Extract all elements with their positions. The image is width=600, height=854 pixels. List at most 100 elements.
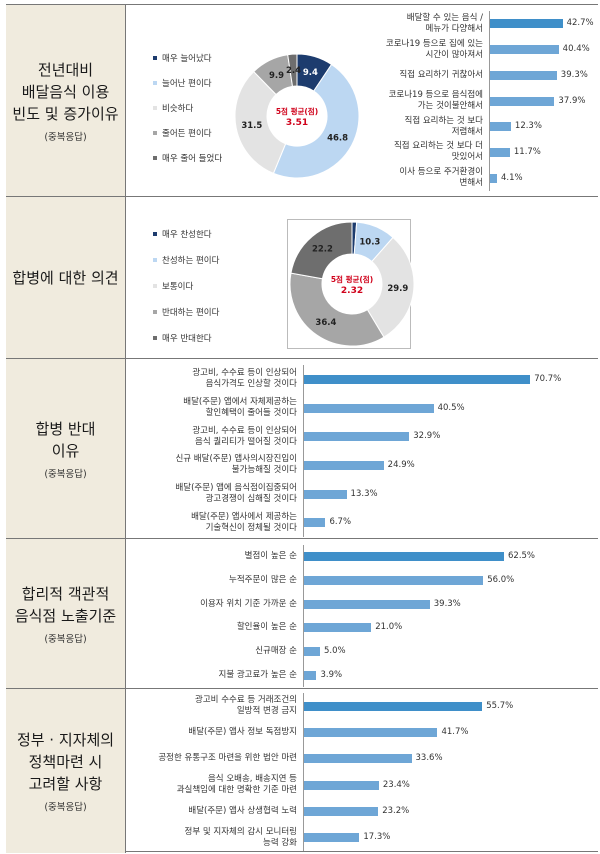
pie-slice	[290, 221, 353, 280]
bar-category-label: 코로나19 등으로 집에 있는 시간이 많아져서	[385, 38, 483, 60]
section-merger-opposition-reasons: 합병 반대 이유 (중복응답) 광고비, 수수료 등이 인상되어 음식가격도 인…	[6, 359, 598, 539]
bar-category-label: 직접 요리하는 것 보다 더 맛있어서	[393, 141, 483, 163]
bar-value-label: 70.7%	[534, 373, 562, 384]
pie-slice	[289, 272, 385, 347]
bar-category-label: 할인율이 높은 순	[236, 622, 297, 633]
bar-value-label: 3.9%	[320, 669, 343, 680]
bar-category-label: 음식 오배송, 배송지연 등 과실책임에 대한 명확한 기준 마련	[176, 774, 297, 796]
bar-category-label: 배달(주문) 앱에서 자체제공하는 할인혜택이 줄어들 것이다	[183, 397, 297, 418]
bar-axis	[303, 365, 304, 537]
legend-item: 매우 늘어났다	[153, 45, 222, 70]
section-exposure-criteria: 합리적 객관적 음식점 노출기준 (중복응답) 별점이 높은 순 62.5% 누적주…	[6, 539, 598, 689]
bar-value-label: 40.5%	[437, 402, 465, 413]
slice-value-label: 22.2	[312, 245, 333, 255]
legend-swatch	[153, 232, 157, 236]
bar	[490, 96, 555, 106]
bar-chart: 배달할 수 있는 음식 / 메뉴가 다양해서 42.7% 코로나19 등으로 집에 …	[359, 11, 597, 191]
section-content: 광고비, 수수료 등이 인상되어 음식가격도 인상할 것이다 70.7% 배달(주문…	[127, 359, 598, 538]
bar-value-label: 21.0%	[375, 622, 403, 633]
bar-value-label: 39.3%	[433, 598, 461, 609]
legend-label: 줄어든 편이다	[162, 128, 212, 139]
pie-legend: 매우 늘어났다 늘어난 편이다 비슷하다 줄어든 편이다 매우 줄어 들었다	[153, 45, 222, 170]
bar	[304, 701, 483, 711]
section-label: 전년대비 배달음식 이용 빈도 및 증가이유 (중복응답)	[6, 5, 126, 196]
pie-slice	[366, 236, 415, 338]
pie-slice	[272, 63, 360, 179]
section-content: 별점이 높은 순 62.5% 누적주문이 많은 순 56.0% 이용자 위치 기준 가까…	[127, 539, 598, 688]
legend-item: 보통이다	[153, 273, 219, 299]
bar-value-label: 5.0%	[324, 646, 346, 656]
bar-category-label: 이사 등으로 주거환경이 변해서	[399, 167, 483, 189]
bar-value-label: 11.7%	[513, 146, 541, 157]
section-content: 광고비 수수료 등 거래조건의 일방적 변경 금지 55.7% 배달(주문) 앱사 …	[127, 689, 598, 853]
section-content: 매우 늘어났다 늘어난 편이다 비슷하다 줄어든 편이다 매우 줄어 들었다 9.4 46…	[127, 5, 598, 196]
bar-category-label: 광고비, 수수료 등이 인상되어 음식 퀄리티가 떨어질 것이다	[192, 425, 297, 447]
center-average-value: 3.51	[286, 118, 308, 128]
bar	[490, 45, 559, 55]
bar-value-label: 41.7%	[441, 727, 469, 737]
section-subtitle: (중복응답)	[44, 802, 87, 813]
legend-item: 찬성하는 편이다	[153, 247, 219, 273]
legend-label: 매우 찬성한다	[162, 230, 212, 240]
slice-value-label: 10.3	[359, 238, 380, 248]
bar-value-label: 40.4%	[562, 44, 590, 55]
bar	[304, 807, 379, 816]
bar-category-label: 코로나19 등으로 음식점에 가는 것이불안해서	[388, 90, 483, 111]
legend-label: 보통이다	[162, 282, 194, 292]
legend-item: 반대하는 편이다	[153, 299, 219, 325]
bar-chart: 별점이 높은 순 62.5% 누적주문이 많은 순 56.0% 이용자 위치 기준 가까…	[127, 545, 593, 687]
bar	[304, 552, 504, 562]
center-caption: 5점 평균(점)	[276, 106, 318, 116]
bar	[490, 19, 563, 29]
bar-value-label: 33.6%	[415, 753, 443, 764]
section-label: 정부 · 지자체의 정책마련 시 고려할 사항 (중복응답)	[6, 689, 126, 853]
bar-value-label: 23.4%	[382, 779, 410, 790]
bar-value-label: 17.3%	[363, 832, 391, 843]
legend-label: 매우 반대한다	[162, 334, 212, 344]
bar	[304, 518, 326, 528]
bar-value-label: 24.9%	[387, 459, 415, 470]
bar	[490, 147, 510, 157]
bar	[304, 833, 360, 843]
bar-axis	[489, 11, 490, 191]
bar	[490, 122, 511, 132]
donut-chart: 10.3 29.9 36.4 22.2 5점 평균(점) 2.32	[289, 221, 415, 347]
legend-label: 매우 늘어났다	[162, 53, 212, 64]
bar-value-label: 23.2%	[382, 806, 410, 816]
bar-category-label: 배달(주문) 앱사 상생협력 노력	[188, 806, 297, 816]
center-average-value: 2.32	[341, 286, 363, 296]
bar-category-label: 배달(주문) 앱사에서 제공하는 기술혁신이 정체될 것이다	[191, 511, 297, 533]
bar-chart: 광고비 수수료 등 거래조건의 일방적 변경 금지 55.7% 배달(주문) 앱사 …	[127, 693, 593, 851]
bar	[304, 599, 430, 609]
section-merger-opinion: 합병에 대한 의견 매우 찬성한다 찬성하는 편이다 보통이다 반대하는 편이다 매우 …	[6, 197, 598, 359]
bar-value-label: 6.7%	[329, 517, 352, 528]
slice-value-label: 29.9	[387, 284, 408, 294]
legend-label: 매우 줄어 들었다	[162, 153, 223, 164]
bar-value-label: 13.3%	[350, 488, 378, 499]
section-label: 합리적 객관적 음식점 노출기준 (중복응답)	[6, 539, 126, 688]
legend-item: 매우 찬성한다	[153, 221, 219, 247]
pie-slice	[234, 70, 287, 175]
bar-value-label: 12.3%	[514, 121, 542, 132]
bar-category-label: 신규 배달(주문) 앱사의시장진입이 불가능해질 것이다	[175, 454, 297, 476]
section-policy-considerations: 정부 · 지자체의 정책마련 시 고려할 사항 (중복응답) 광고비 수수료 등…	[6, 689, 598, 853]
legend-label: 비슷하다	[162, 103, 194, 114]
bar	[490, 173, 497, 183]
bar-category-label: 정부 및 지자체의 감시 모니터링 능력 강화	[184, 826, 297, 848]
bar-category-label: 별점이 높은 순	[244, 551, 297, 562]
bar-category-label: 누적주문이 많은 순	[229, 575, 297, 585]
legend-swatch	[153, 310, 157, 314]
section-subtitle: (중복응답)	[44, 633, 87, 645]
legend-item: 비슷하다	[153, 95, 222, 120]
section-title: 전년대비 배달음식 이용 빈도 및 증가이유	[12, 60, 119, 123]
bar-value-label: 42.7%	[566, 18, 594, 29]
bar	[490, 70, 557, 80]
bar-category-label: 배달할 수 있는 음식 / 메뉴가 다양해서	[406, 12, 483, 34]
slice-value-label: 31.5	[241, 121, 262, 131]
bar	[304, 489, 347, 499]
section-subtitle: (중복응답)	[44, 131, 87, 143]
bar-value-label: 39.3%	[560, 69, 588, 80]
bar	[304, 460, 384, 470]
